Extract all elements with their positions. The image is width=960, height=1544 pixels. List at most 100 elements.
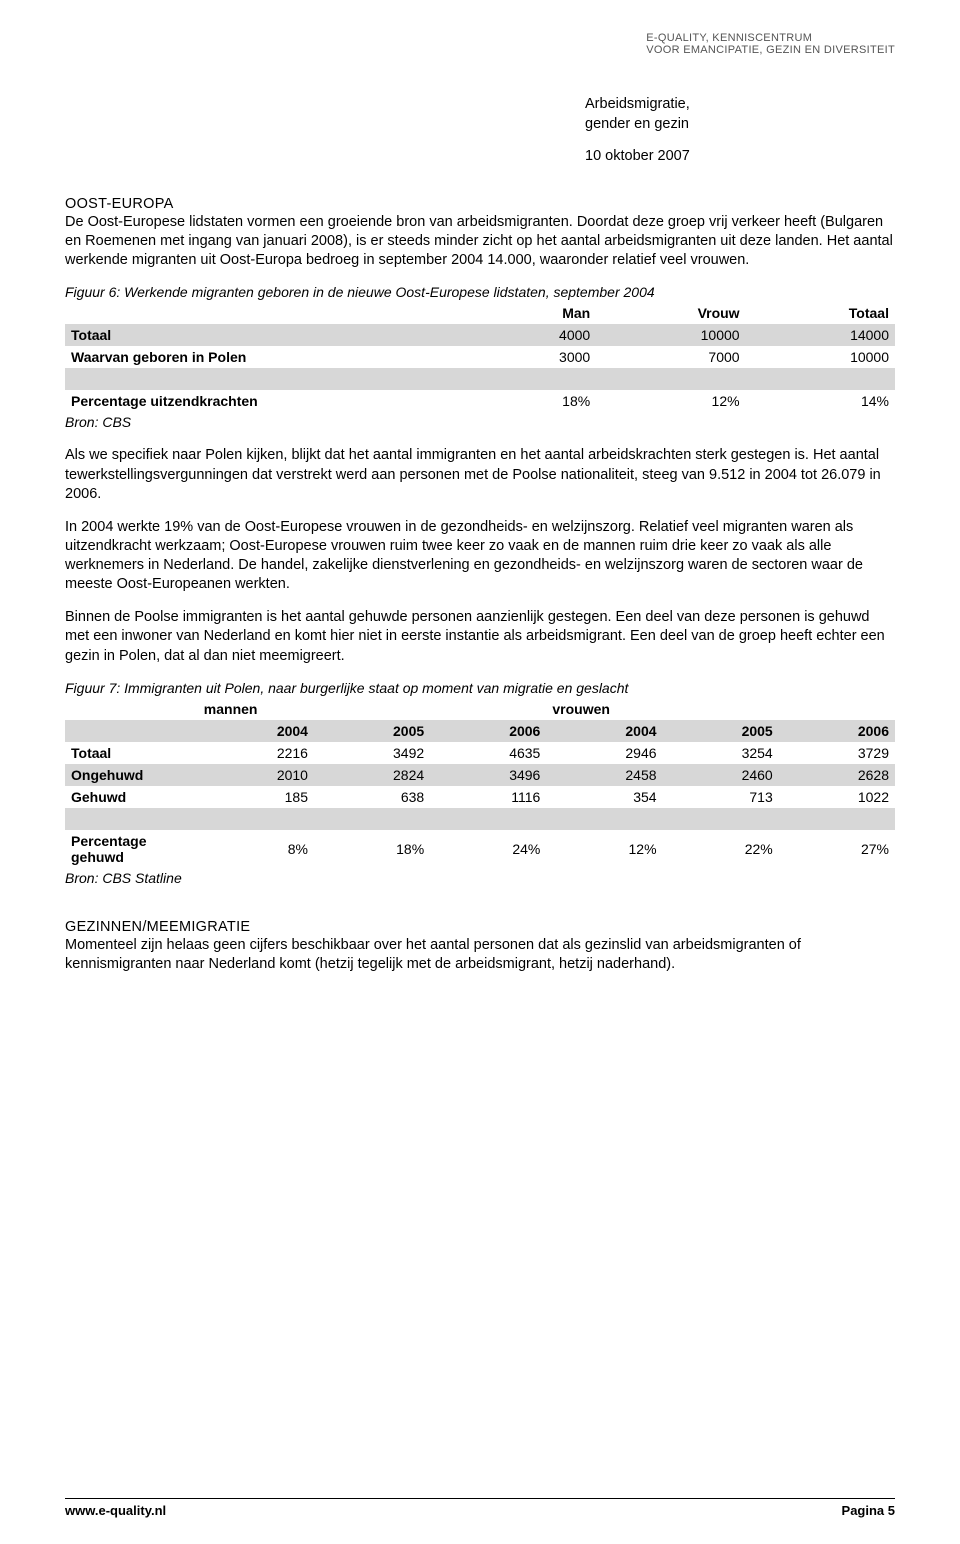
cell: 2824 xyxy=(314,764,430,786)
table-year-header: 2004 2005 2006 2004 2005 2006 xyxy=(65,720,895,742)
table-row: Totaal 2216 3492 4635 2946 3254 3729 xyxy=(65,742,895,764)
row-label: Percentage gehuwd xyxy=(65,830,198,868)
year: 2004 xyxy=(198,720,314,742)
year: 2006 xyxy=(430,720,546,742)
table-row: Percentage uitzendkrachten 18% 12% 14% xyxy=(65,390,895,412)
cell xyxy=(746,368,895,390)
row-label: Totaal xyxy=(65,742,198,764)
year: 2005 xyxy=(314,720,430,742)
section-oost-europa: OOST-EUROPA De Oost-Europese lidstaten v… xyxy=(65,195,895,270)
cell: 3496 xyxy=(430,764,546,786)
cell: 8% xyxy=(198,830,314,868)
group-mannen: mannen xyxy=(198,698,547,720)
content: OOST-EUROPA De Oost-Europese lidstaten v… xyxy=(65,195,895,974)
footer-page: Pagina 5 xyxy=(842,1503,895,1518)
cell xyxy=(65,368,447,390)
cell: 18% xyxy=(447,390,596,412)
cell: 638 xyxy=(314,786,430,808)
cell: 2460 xyxy=(663,764,779,786)
year: 2005 xyxy=(663,720,779,742)
fig7-source: Bron: CBS Statline xyxy=(65,870,895,886)
cell: 3492 xyxy=(314,742,430,764)
page: E-QUALITY, KENNISCENTRUM VOOR EMANCIPATI… xyxy=(0,0,960,1544)
row-label: Waarvan geboren in Polen xyxy=(65,346,447,368)
cell: 1022 xyxy=(779,786,895,808)
fig6-table: Man Vrouw Totaal Totaal 4000 10000 14000… xyxy=(65,302,895,412)
cell: 354 xyxy=(546,786,662,808)
cell: 18% xyxy=(314,830,430,868)
cell xyxy=(596,368,745,390)
cell: 2458 xyxy=(546,764,662,786)
cell xyxy=(314,808,430,830)
cell xyxy=(198,808,314,830)
row-label: Percentage uitzendkrachten xyxy=(65,390,447,412)
col-man: Man xyxy=(447,302,596,324)
row-label: Totaal xyxy=(65,324,447,346)
cell xyxy=(65,698,198,720)
cell: 3000 xyxy=(447,346,596,368)
para-oost-europa: De Oost-Europese lidstaten vormen een gr… xyxy=(65,213,895,270)
doc-title-line1: Arbeidsmigratie, xyxy=(585,95,690,115)
cell xyxy=(546,808,662,830)
cell xyxy=(663,808,779,830)
table-row: Totaal 4000 10000 14000 xyxy=(65,324,895,346)
footer-url: www.e-quality.nl xyxy=(65,1503,166,1518)
cell: 185 xyxy=(198,786,314,808)
cell xyxy=(65,720,198,742)
cell: 27% xyxy=(779,830,895,868)
heading-oost-europa: OOST-EUROPA xyxy=(65,196,174,212)
col-totaal: Totaal xyxy=(746,302,895,324)
cell: 7000 xyxy=(596,346,745,368)
org-header-line2: VOOR EMANCIPATIE, GEZIN EN DIVERSITEIT xyxy=(646,44,895,56)
cell: 3254 xyxy=(663,742,779,764)
table-header-row: Man Vrouw Totaal xyxy=(65,302,895,324)
para-poolse: Binnen de Poolse immigranten is het aant… xyxy=(65,608,895,665)
para-2004: In 2004 werkte 19% van de Oost-Europese … xyxy=(65,518,895,595)
cell: 3729 xyxy=(779,742,895,764)
row-label: Gehuwd xyxy=(65,786,198,808)
fig6-source: Bron: CBS xyxy=(65,414,895,430)
cell xyxy=(447,368,596,390)
para-polen: Als we specifiek naar Polen kijken, blij… xyxy=(65,446,895,503)
table-group-header: mannen vrouwen xyxy=(65,698,895,720)
doc-title-line2: gender en gezin xyxy=(585,115,690,135)
cell: 1116 xyxy=(430,786,546,808)
cell: 14000 xyxy=(746,324,895,346)
cell: 22% xyxy=(663,830,779,868)
org-header-line1: E-QUALITY, KENNISCENTRUM xyxy=(646,32,895,44)
doc-title: Arbeidsmigratie, gender en gezin xyxy=(585,95,690,134)
fig6-caption: Figuur 6: Werkende migranten geboren in … xyxy=(65,284,895,300)
para-gezinnen: Momenteel zijn helaas geen cijfers besch… xyxy=(65,936,895,974)
cell: 12% xyxy=(546,830,662,868)
cell: 24% xyxy=(430,830,546,868)
cell: 14% xyxy=(746,390,895,412)
cell: 2216 xyxy=(198,742,314,764)
table-row: Percentage gehuwd 8% 18% 24% 12% 22% 27% xyxy=(65,830,895,868)
cell: 4000 xyxy=(447,324,596,346)
table-row-spacer xyxy=(65,808,895,830)
cell: 4635 xyxy=(430,742,546,764)
doc-date: 10 oktober 2007 xyxy=(585,148,690,164)
row-label: Ongehuwd xyxy=(65,764,198,786)
cell: 2628 xyxy=(779,764,895,786)
col-vrouw: Vrouw xyxy=(596,302,745,324)
section-gezinnen: GEZINNEN/MEEMIGRATIE Momenteel zijn hela… xyxy=(65,918,895,974)
table-row: Ongehuwd 2010 2824 3496 2458 2460 2628 xyxy=(65,764,895,786)
cell xyxy=(430,808,546,830)
cell xyxy=(779,808,895,830)
table-row: Waarvan geboren in Polen 3000 7000 10000 xyxy=(65,346,895,368)
cell: 12% xyxy=(596,390,745,412)
group-vrouwen: vrouwen xyxy=(546,698,895,720)
cell: 2010 xyxy=(198,764,314,786)
cell: 10000 xyxy=(596,324,745,346)
table-row: Gehuwd 185 638 1116 354 713 1022 xyxy=(65,786,895,808)
heading-gezinnen: GEZINNEN/MEEMIGRATIE xyxy=(65,919,250,935)
fig7-table: mannen vrouwen 2004 2005 2006 2004 2005 … xyxy=(65,698,895,868)
fig7-caption: Figuur 7: Immigranten uit Polen, naar bu… xyxy=(65,680,895,696)
cell xyxy=(65,808,198,830)
year: 2006 xyxy=(779,720,895,742)
col-empty xyxy=(65,302,447,324)
org-header: E-QUALITY, KENNISCENTRUM VOOR EMANCIPATI… xyxy=(646,32,895,56)
cell: 713 xyxy=(663,786,779,808)
table-row-spacer xyxy=(65,368,895,390)
